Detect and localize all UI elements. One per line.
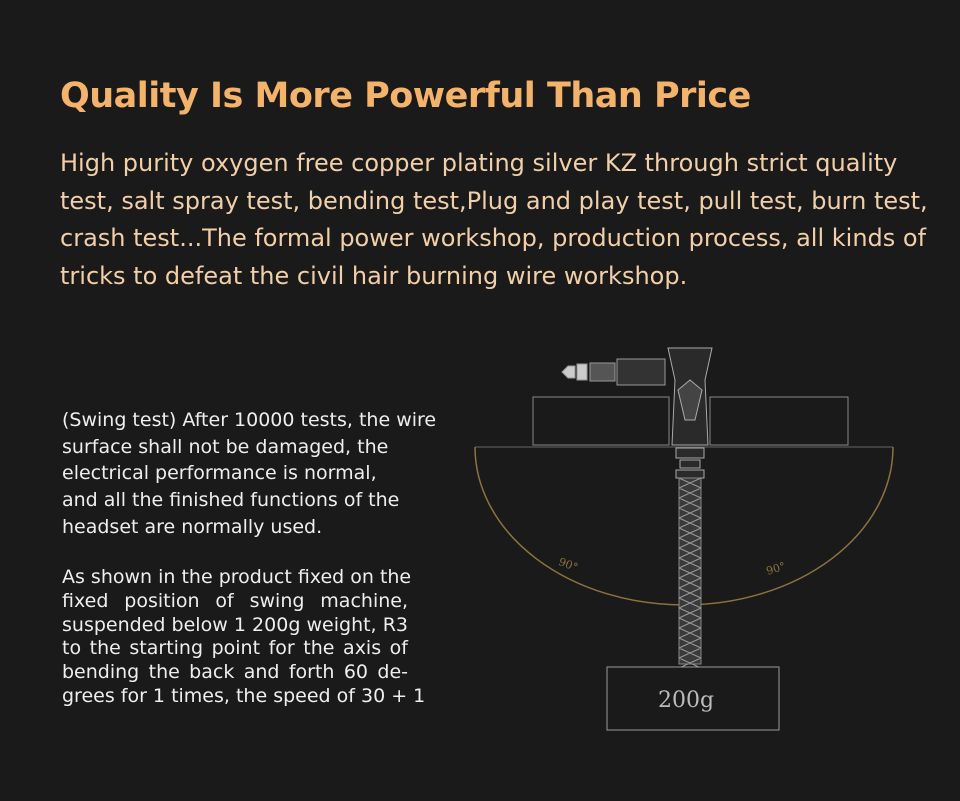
text-line: fixed position of swing machine,: [62, 589, 408, 612]
text-line: tricks to defeat the civil hair burning …: [60, 261, 688, 290]
text-line: suspended below 1 200g weight, R3: [62, 613, 408, 636]
text-line: crash test...The formal power workshop, …: [60, 224, 927, 252]
text-line: grees for 1 times, the speed of 30 + 1: [62, 684, 426, 707]
clamp-left: [532, 396, 670, 446]
weight-box: [606, 666, 780, 731]
plug: [561, 358, 666, 386]
intro: High purity oxygen free copper plating s…: [60, 145, 940, 295]
text-line: (Swing test) After 10000 tests, the wire: [62, 409, 437, 431]
swing-paragraph: (Swing test) After 10000 tests, the wire…: [62, 407, 436, 541]
text-line: surface shall not be damaged, the: [62, 435, 389, 458]
text-line: headset are normally used.: [62, 515, 323, 538]
text-line: As shown in the product fixed on the: [62, 566, 412, 588]
swing-paragraph: As shown in the product fixed on the fixe…: [62, 566, 426, 709]
cable: [678, 477, 702, 669]
angle-label: 90°: [557, 555, 580, 574]
text-line: High purity oxygen free copper plating s…: [60, 149, 898, 177]
title: Quality Is More Powerful Than Price: [60, 76, 751, 116]
text-line: test, salt spray test, bending test,Plug…: [60, 186, 928, 215]
plug-housing: [667, 347, 713, 479]
text-line: and all the finished functions of the: [62, 489, 400, 512]
weight-label: 200g: [658, 688, 714, 713]
text-line: bending the back and forth 60 de-: [62, 661, 408, 684]
text-line: electrical performance is normal,: [62, 462, 377, 485]
text-line: to the starting point for the axis of: [62, 637, 408, 660]
clamp-right: [709, 396, 849, 446]
angle-label: 90°: [765, 559, 788, 577]
